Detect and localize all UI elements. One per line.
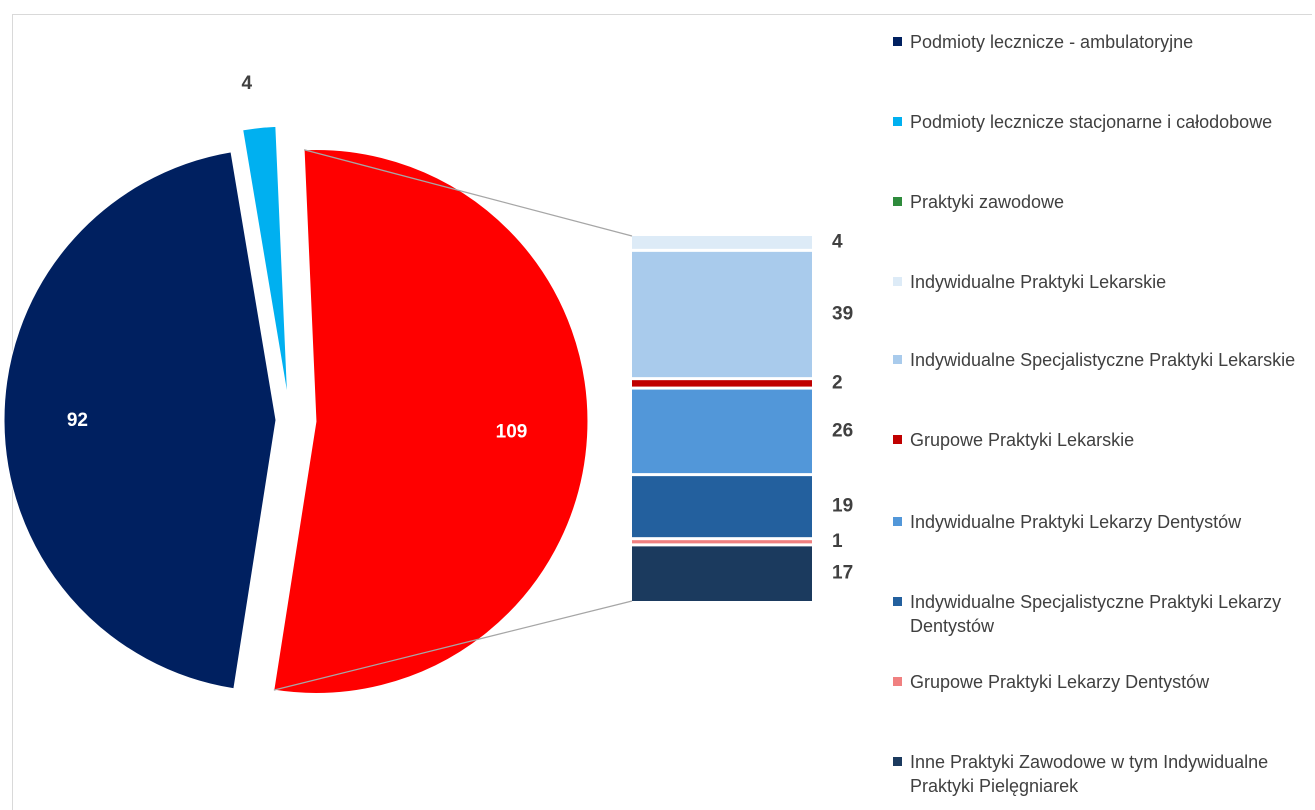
chart-legend: Podmioty lecznicze - ambulatoryjne Podmio… [893,0,1313,810]
bar-segment [632,236,812,249]
legend-label: Grupowe Praktyki Lekarzy Dentystów [910,672,1210,692]
legend-item: Praktyki zawodowe [893,190,1313,214]
bar-segment [632,251,812,378]
legend-swatch [893,435,902,444]
bar-segment [632,380,812,387]
bar-segment [632,476,812,538]
legend-item: Indywidualne Praktyki Lekarzy Dentystów [893,510,1313,534]
bar-segment [632,540,812,544]
bar-segment [632,389,812,474]
bar-value-label: 19 [832,496,853,517]
legend-swatch [893,37,902,46]
legend-item: Indywidualne Specjalistyczne Praktyki Le… [893,348,1313,372]
legend-swatch [893,197,902,206]
legend-swatch [893,757,902,766]
bar-value-label: 26 [832,420,853,441]
legend-swatch [893,355,902,364]
legend-item: Indywidualne Specjalistyczne Praktyki Le… [893,590,1313,638]
legend-swatch [893,597,902,606]
pie-value-label: 109 [496,421,528,442]
pie-slice [3,151,277,690]
bar-value-label: 39 [832,304,853,325]
legend-item: Podmioty lecznicze stacjonarne i całodob… [893,110,1313,134]
pie-slice [273,148,589,694]
bar-value-label: 4 [832,231,843,252]
legend-swatch [893,677,902,686]
bar-value-label: 2 [832,372,843,393]
bar-value-label: 1 [832,531,843,552]
legend-label: Grupowe Praktyki Lekarskie [910,430,1135,450]
pie-value-label: 92 [67,410,88,431]
legend-label: Indywidualne Specjalistyczne Praktyki Le… [910,592,1282,636]
legend-label: Podmioty lecznicze - ambulatoryjne [910,32,1194,52]
legend-label: Podmioty lecznicze stacjonarne i całodob… [910,112,1273,132]
legend-label: Indywidualne Praktyki Lekarskie [910,272,1167,292]
legend-swatch [893,517,902,526]
legend-item: Grupowe Praktyki Lekarzy Dentystów [893,670,1313,694]
legend-swatch [893,117,902,126]
legend-label: Indywidualne Specjalistyczne Praktyki Le… [910,350,1296,370]
legend-swatch [893,277,902,286]
legend-item: Podmioty lecznicze - ambulatoryjne [893,30,1313,54]
legend-item: Inne Praktyki Zawodowe w tym Indywidualn… [893,750,1313,798]
bar-segment [632,546,812,601]
bar-value-label: 17 [832,563,853,584]
connector-line [303,149,633,237]
legend-label: Inne Praktyki Zawodowe w tym Indywidualn… [910,752,1269,796]
legend-label: Indywidualne Praktyki Lekarzy Dentystów [910,512,1242,532]
pie-value-label: 4 [242,73,253,94]
connector-line [273,600,633,691]
legend-item: Indywidualne Praktyki Lekarskie [893,270,1313,294]
legend-label: Praktyki zawodowe [910,192,1065,212]
legend-item: Grupowe Praktyki Lekarskie [893,428,1313,452]
pie-slice [242,125,289,399]
